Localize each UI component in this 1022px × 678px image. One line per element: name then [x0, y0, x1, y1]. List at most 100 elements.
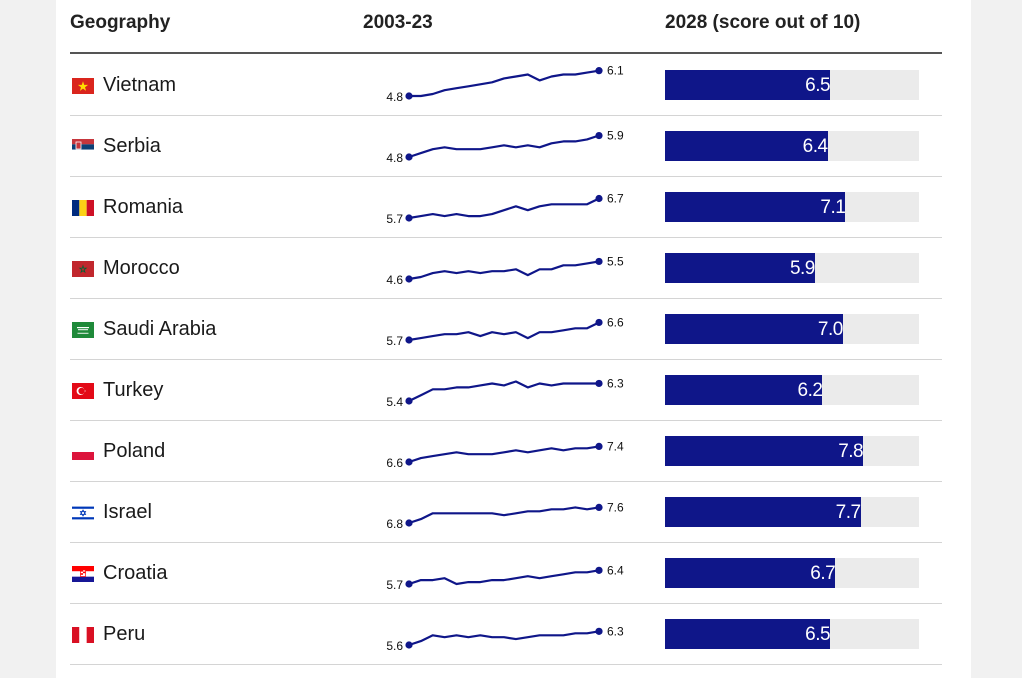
score-value: 6.4: [802, 136, 828, 157]
trend-end-label: 6.7: [607, 192, 624, 206]
country-name: Serbia: [103, 135, 161, 157]
score-bar-track: 7.0: [665, 314, 919, 344]
trend-end-point: [595, 257, 603, 266]
trend-sparkline: 4.8 6.1: [386, 64, 624, 104]
score-bar-track: 6.4: [665, 131, 919, 161]
score-value: 7.1: [820, 197, 846, 218]
trend-end-point: [595, 194, 603, 203]
trend-sparkline: 6.8 7.6: [386, 500, 624, 531]
trend-start-label: 4.6: [386, 273, 403, 287]
table-row: Vietnam 4.8 6.1 6.5: [70, 55, 942, 116]
table-row: Poland 6.6 7.4 7.8: [70, 421, 942, 482]
trend-start-point: [405, 397, 413, 405]
score-bar: 7.1: [665, 192, 846, 222]
trend-line: [408, 134, 600, 159]
trend-end-label: 6.3: [607, 376, 624, 390]
trend-start-point: [405, 153, 413, 161]
trend-end-point: [595, 67, 603, 75]
score-bar-track: 7.8: [665, 436, 919, 466]
croatia-flag: [72, 566, 94, 582]
trend-line: [408, 321, 600, 342]
trend-sparkline: 5.7 6.6: [386, 315, 624, 348]
trend-line: [409, 69, 600, 98]
table-row: Serbia 4.8 5.9 6.4: [70, 116, 942, 177]
trend-line: [408, 197, 600, 220]
trend-line: [408, 506, 600, 525]
trend-start-point: [405, 336, 413, 344]
country-name: Peru: [103, 623, 146, 645]
saudi-arabia-flag: [72, 322, 94, 338]
score-bar-track: 6.2: [665, 375, 919, 405]
score-value: 7.8: [838, 441, 864, 462]
trend-start-label: 5.6: [386, 639, 403, 653]
country-name: Morocco: [103, 257, 180, 279]
trend-end-label: 7.4: [607, 439, 624, 453]
country-name: Croatia: [103, 562, 168, 584]
table-row: Israel 6.8 7.6 7.7: [70, 482, 942, 543]
trend-start-label: 5.4: [386, 395, 403, 409]
trend-start-point: [405, 580, 413, 588]
turkey-flag: [72, 383, 94, 399]
trend-sparkline: 5.7 6.4: [386, 563, 624, 592]
trend-end-label: 6.4: [607, 563, 624, 577]
trend-sparkline: 5.7 6.7: [386, 192, 624, 227]
score-bar: 6.4: [665, 131, 828, 161]
table-row: Romania 5.7 6.7 7.1: [70, 177, 942, 238]
trend-start-label: 4.8: [386, 151, 403, 165]
score-value: 6.5: [805, 624, 831, 645]
trend-end-label: 7.6: [607, 500, 624, 514]
trend-start-label: 5.7: [386, 212, 403, 226]
trend-end-point: [595, 503, 603, 511]
score-value: 5.9: [789, 258, 815, 279]
score-bar: 6.5: [665, 70, 831, 100]
header-divider: [70, 52, 942, 54]
poland-flag: [72, 444, 94, 460]
trend-line: [408, 260, 600, 281]
score-bar-track: 5.9: [665, 253, 919, 283]
country-name: Israel: [103, 501, 152, 523]
chart-table: Geography 2003-23 2028 (score out of 10)…: [56, 0, 971, 678]
trend-end-point: [595, 566, 603, 574]
score-bar: 7.7: [665, 497, 861, 527]
trend-start-label: 6.6: [386, 456, 403, 470]
israel-flag: [72, 505, 94, 521]
trend-start-label: 5.7: [386, 334, 403, 348]
score-value: 6.5: [805, 75, 831, 96]
country-name: Poland: [103, 440, 166, 462]
trend-end-point: [595, 442, 603, 450]
score-bar-track: 6.7: [665, 558, 919, 588]
trend-line: [408, 569, 600, 586]
header-geography: Geography: [70, 12, 171, 33]
score-bar: 6.5: [665, 619, 831, 649]
country-name: Saudi Arabia: [103, 318, 217, 340]
trend-line: [408, 630, 600, 647]
trend-end-label: 5.5: [607, 254, 624, 268]
morocco-flag: [72, 261, 94, 277]
trend-end-point: [595, 318, 603, 327]
vietnam-flag: [72, 78, 94, 94]
country-name: Turkey: [103, 379, 164, 401]
score-bar-track: 7.7: [665, 497, 919, 527]
country-name: Vietnam: [103, 74, 177, 96]
trend-end-label: 6.1: [607, 64, 624, 78]
score-bar: 7.8: [665, 436, 864, 466]
score-bar-track: 6.5: [665, 619, 919, 649]
table-row: Croatia 5.7 6.4 6.7: [70, 543, 942, 604]
trend-end-point: [595, 131, 603, 140]
trend-sparkline: 4.6 5.5: [386, 254, 624, 287]
score-bar: 6.2: [665, 375, 823, 405]
table-row: Saudi Arabia 5.7 6.6 7.0: [70, 299, 942, 360]
trend-end-label: 6.3: [607, 624, 624, 638]
score-bar: 6.7: [665, 558, 836, 588]
trend-start-point: [405, 641, 413, 649]
serbia-flag: [72, 139, 94, 155]
trend-start-point: [405, 519, 413, 527]
trend-start-label: 5.7: [386, 578, 403, 592]
trend-start-label: 4.8: [386, 90, 403, 104]
score-bar: 5.9: [665, 253, 815, 283]
trend-sparkline: 5.4 6.3: [386, 376, 624, 409]
trend-sparkline: 4.8 5.9: [386, 129, 624, 165]
trend-start-point: [405, 275, 413, 283]
trend-start-label: 6.8: [386, 517, 403, 531]
header-score: 2028 (score out of 10): [665, 12, 861, 33]
